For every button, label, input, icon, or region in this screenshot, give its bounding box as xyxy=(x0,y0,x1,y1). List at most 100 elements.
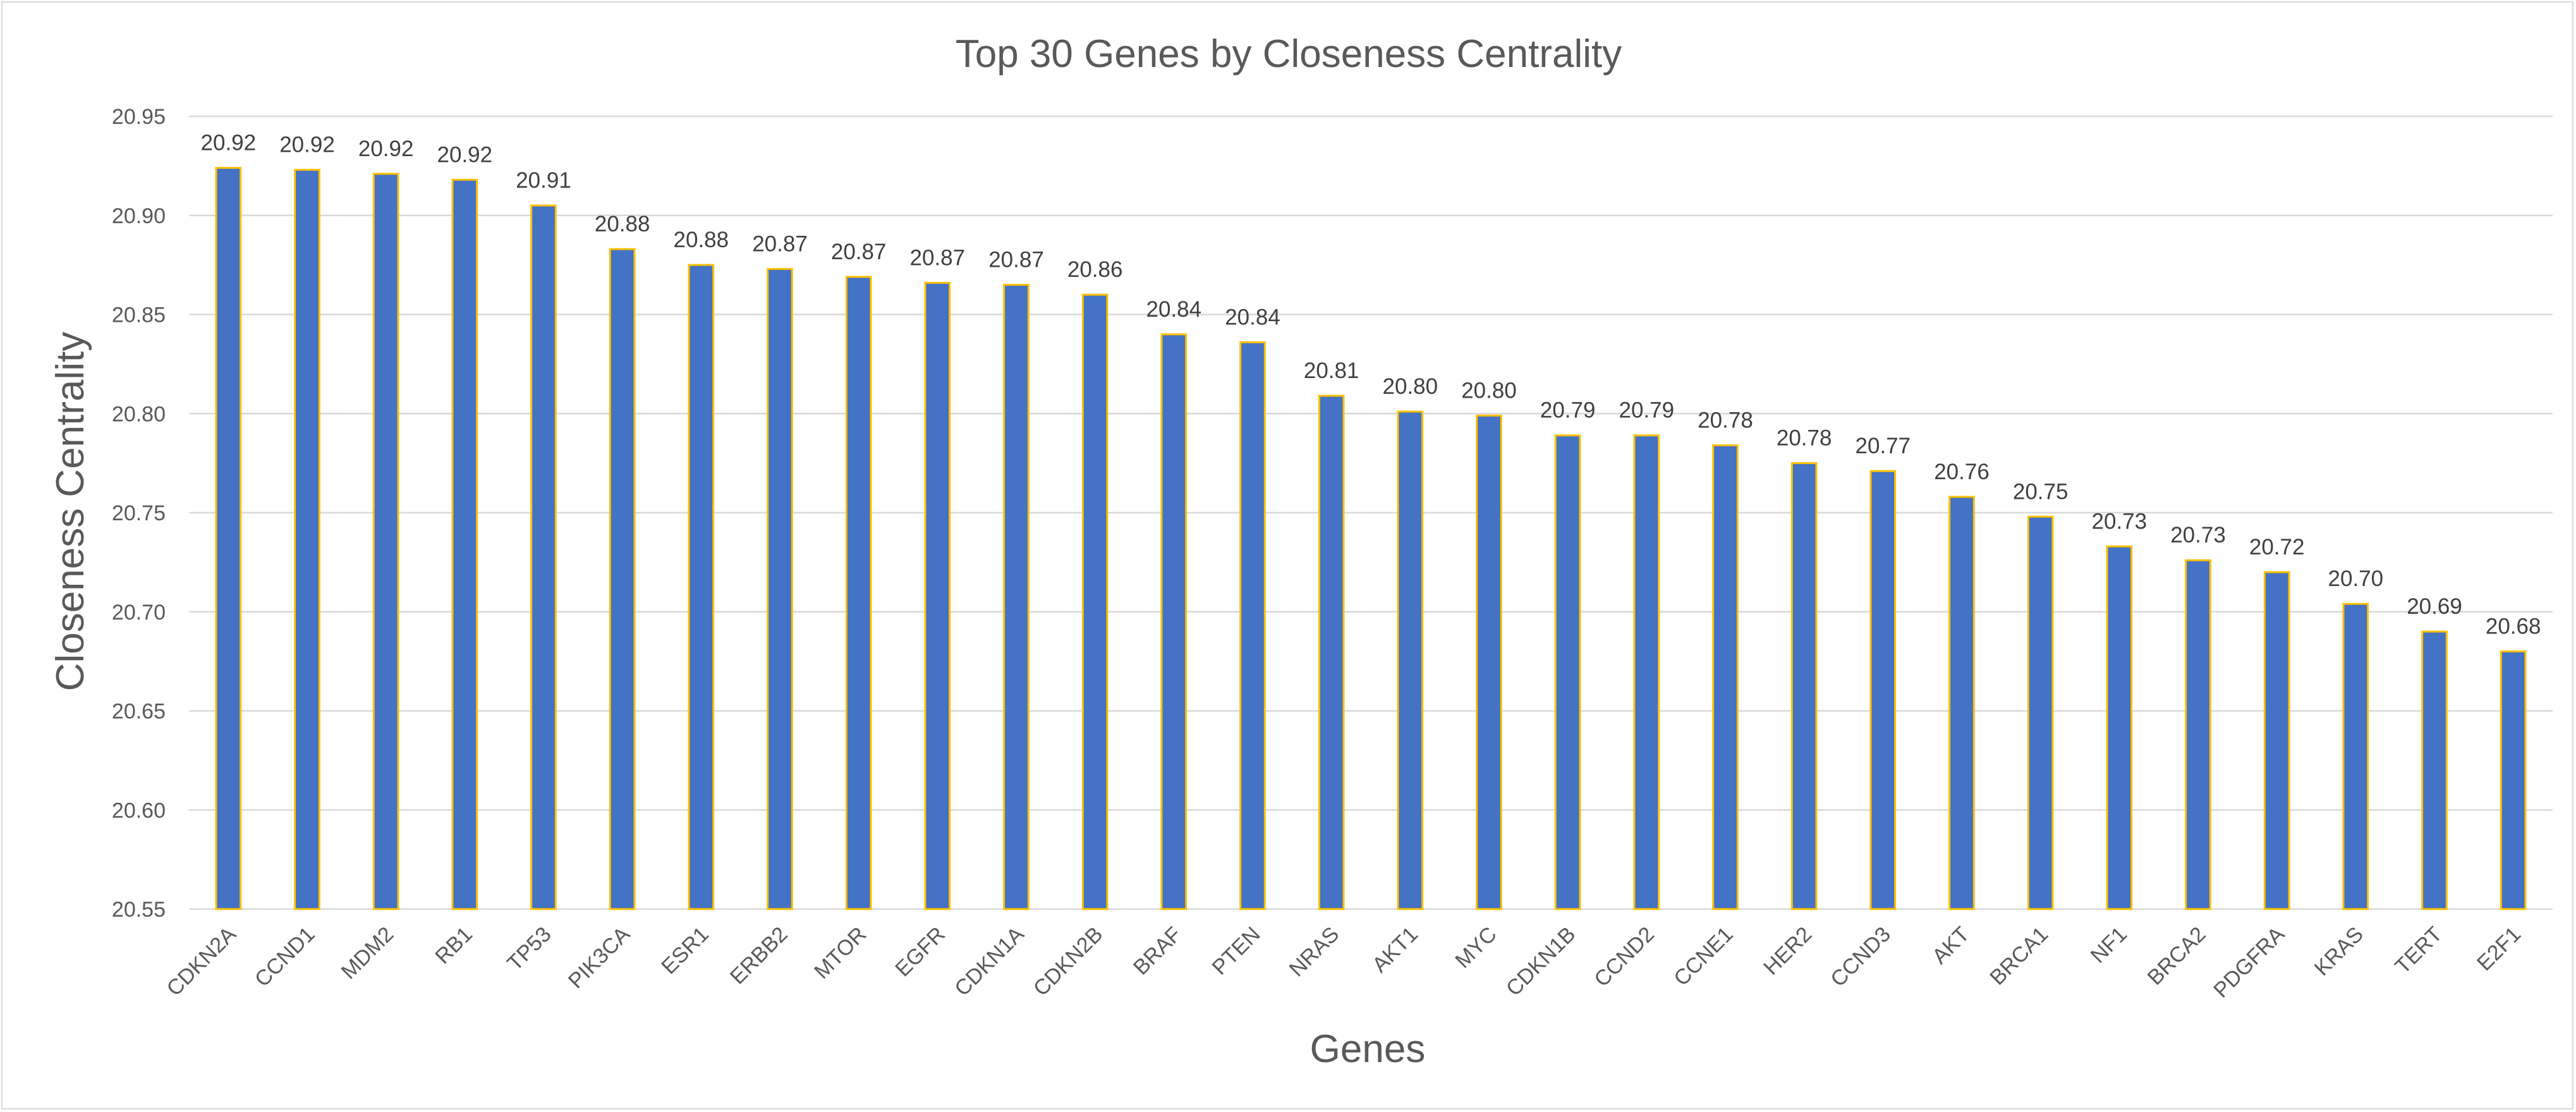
bar-rb1 xyxy=(451,178,478,910)
bar-brca1 xyxy=(2027,515,2054,910)
bar-braf xyxy=(1160,333,1188,910)
x-tick-label: AKT xyxy=(1928,922,1974,969)
data-label: 20.78 xyxy=(1698,408,1753,432)
x-tick-label: BRAF xyxy=(1129,922,1186,980)
data-label: 20.91 xyxy=(516,168,571,193)
x-tick-label: ERBB2 xyxy=(726,922,793,989)
data-label: 20.79 xyxy=(1540,398,1596,423)
bar-pik3ca xyxy=(609,248,636,910)
bar-akt1 xyxy=(1397,410,1424,910)
x-axis-ticks: CDKN2A CCND1 MDM2 RB1 TP53 PIK3CA ESR1 ERBB2 MTO… xyxy=(162,922,2526,1003)
data-label: 20.81 xyxy=(1304,358,1359,383)
bar-ccnd3 xyxy=(1869,470,1897,910)
data-label: 20.92 xyxy=(201,131,257,156)
bar-pten xyxy=(1239,341,1266,910)
data-label: 20.68 xyxy=(2486,614,2541,638)
y-tick-label: 20.55 xyxy=(112,898,166,922)
data-label: 20.88 xyxy=(595,212,650,236)
data-label: 20.75 xyxy=(2013,479,2069,504)
x-tick-label: PDGFRA xyxy=(2209,922,2289,1003)
x-axis-title: Genes xyxy=(1310,1027,1426,1071)
x-tick-label: PIK3CA xyxy=(564,922,635,994)
bar-e2f1 xyxy=(2500,650,2527,910)
data-label: 20.80 xyxy=(1461,378,1517,403)
x-tick-label: PTEN xyxy=(1208,922,1265,980)
y-axis-title: Closeness Centrality xyxy=(49,332,92,692)
bar-nras xyxy=(1318,394,1345,910)
x-tick-label: MTOR xyxy=(810,922,871,984)
y-tick-label: 20.60 xyxy=(112,798,166,822)
bar-tp53 xyxy=(530,204,557,910)
x-tick-label: CDKN2B xyxy=(1029,922,1107,1001)
x-tick-label: CCND3 xyxy=(1826,922,1895,992)
bar-nf1 xyxy=(2106,545,2133,910)
bar-chart: Top 30 Genes by Closeness Centrality 20.… xyxy=(49,32,2553,1071)
y-tick-label: 20.80 xyxy=(112,402,166,426)
x-tick-label: HER2 xyxy=(1759,922,1816,980)
data-label: 20.87 xyxy=(910,245,966,270)
data-label: 20.78 xyxy=(1777,426,1832,451)
y-axis-ticks: 20.55 20.60 20.65 20.70 20.75 20.80 20.85 20.90… xyxy=(112,105,166,922)
data-label: 20.87 xyxy=(752,231,808,256)
bar-tert xyxy=(2421,630,2448,910)
x-tick-label: TP53 xyxy=(502,922,556,975)
x-tick-label: BRCA1 xyxy=(1985,922,2053,990)
data-label: 20.77 xyxy=(1856,434,1911,458)
x-tick-label: AKT1 xyxy=(1368,922,1423,977)
x-tick-label: MYC xyxy=(1450,922,1501,973)
bar-esr1 xyxy=(688,264,715,910)
x-tick-label: NRAS xyxy=(1285,922,1344,982)
x-tick-label: CCNE1 xyxy=(1669,922,1737,991)
x-tick-label: ESR1 xyxy=(657,922,714,979)
bar-kras xyxy=(2342,602,2369,910)
data-label: 20.80 xyxy=(1383,374,1438,399)
bars xyxy=(215,167,2527,910)
bar-ccnd1 xyxy=(294,169,320,910)
bar-pdgfra xyxy=(2263,571,2290,910)
data-label: 20.86 xyxy=(1067,257,1123,282)
x-tick-label: KRAS xyxy=(2310,922,2368,981)
chart-title: Top 30 Genes by Closeness Centrality xyxy=(956,32,1622,76)
bar-mdm2 xyxy=(372,173,399,910)
x-tick-label: MDM2 xyxy=(337,922,399,984)
data-label: 20.92 xyxy=(279,133,335,157)
x-tick-label: RB1 xyxy=(430,922,477,969)
x-tick-label: TERT xyxy=(2390,922,2446,979)
y-tick-label: 20.70 xyxy=(112,601,166,625)
x-tick-label: CDKN1B xyxy=(1502,922,1580,1001)
y-tick-label: 20.65 xyxy=(112,700,166,724)
bar-akt xyxy=(1948,496,1975,910)
bar-myc xyxy=(1476,414,1502,910)
y-tick-label: 20.95 xyxy=(112,105,166,129)
bar-ccnd2 xyxy=(1633,434,1660,910)
x-tick-label: E2F1 xyxy=(2472,922,2525,975)
x-tick-label: CCND2 xyxy=(1589,922,1659,992)
data-label: 20.73 xyxy=(2092,509,2148,534)
x-tick-label: NF1 xyxy=(2086,922,2132,968)
y-tick-label: 20.90 xyxy=(112,204,166,228)
x-tick-label: EGFR xyxy=(890,922,950,982)
y-tick-label: 20.85 xyxy=(112,303,166,327)
bar-mtor xyxy=(845,276,872,910)
bar-cdkn2b xyxy=(1081,293,1109,910)
data-label: 20.87 xyxy=(831,240,887,264)
data-label: 20.72 xyxy=(2249,535,2305,559)
data-label: 20.84 xyxy=(1225,305,1280,329)
bar-ccne1 xyxy=(1712,444,1739,910)
x-tick-label: CDKN2A xyxy=(162,922,241,1001)
bar-erbb2 xyxy=(767,267,793,910)
x-tick-label: BRCA2 xyxy=(2143,922,2211,990)
data-label: 20.84 xyxy=(1146,297,1202,322)
gridlines xyxy=(189,115,2553,910)
data-label: 20.69 xyxy=(2407,594,2462,619)
bar-cdkn1b xyxy=(1554,434,1581,910)
data-label: 20.73 xyxy=(2170,523,2226,547)
data-label: 20.92 xyxy=(358,137,414,161)
bar-her2 xyxy=(1790,462,1818,910)
data-labels: 20.92 20.92 20.92 20.92 20.91 20.88 20.88 20.87… xyxy=(201,131,2541,639)
data-label: 20.92 xyxy=(437,142,493,167)
data-label: 20.70 xyxy=(2328,566,2384,591)
data-label: 20.88 xyxy=(674,228,729,252)
data-label: 20.87 xyxy=(988,247,1044,272)
